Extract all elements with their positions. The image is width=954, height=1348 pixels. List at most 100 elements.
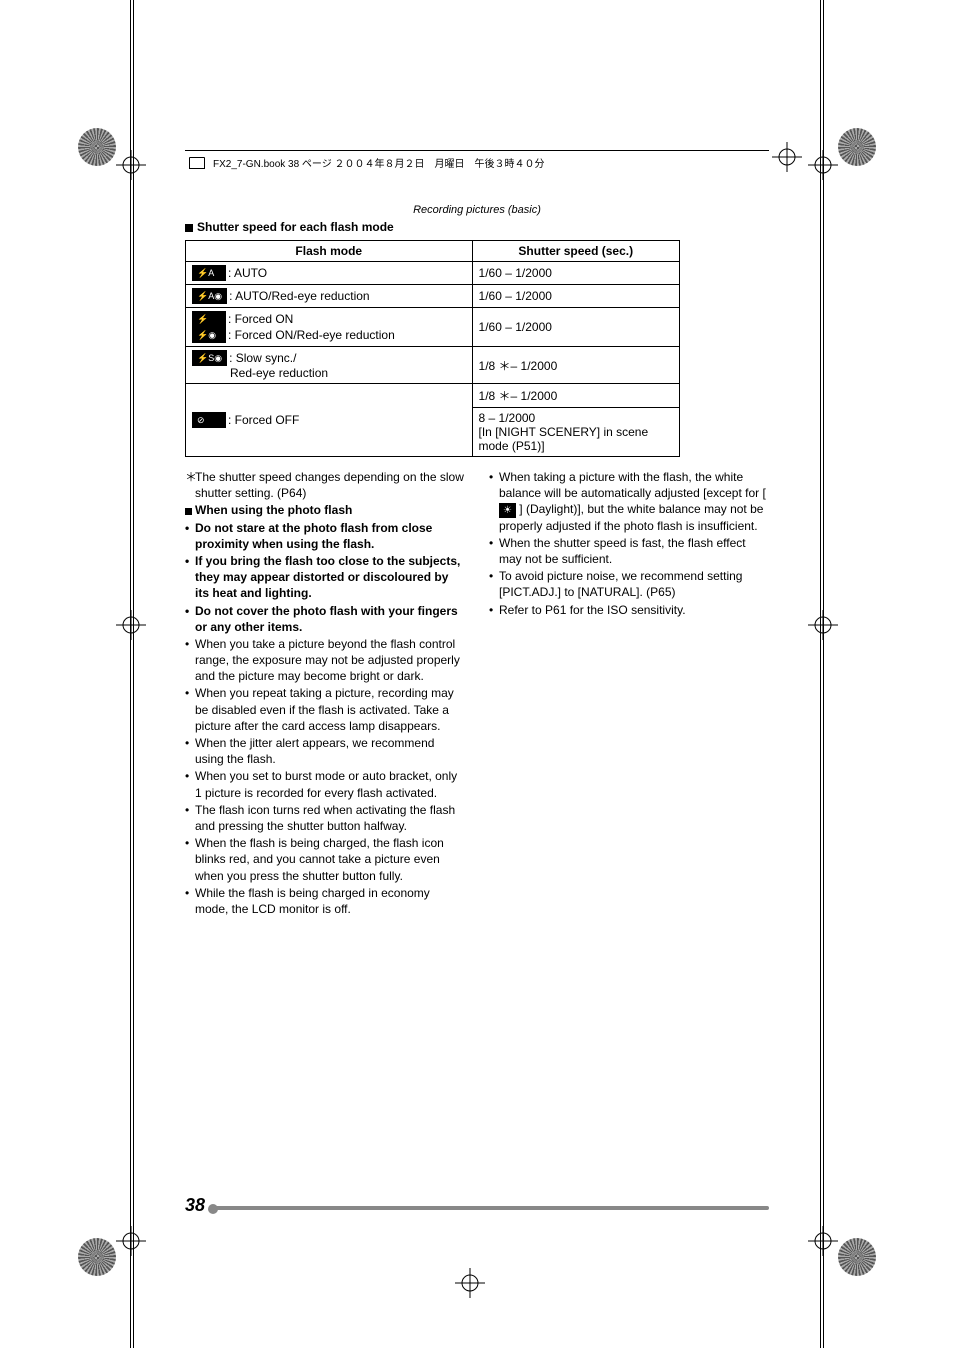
table-header-speed: Shutter speed (sec.) <box>472 241 679 262</box>
list-item: •When taking a picture with the flash, t… <box>489 469 769 534</box>
list-item: •If you bring the flash too close to the… <box>185 553 465 602</box>
mode-label: : Forced OFF <box>228 413 299 427</box>
table-row: ⚡: Forced ON ⚡◉: Forced ON/Red-eye reduc… <box>186 308 680 347</box>
table-header-mode: Flash mode <box>186 241 473 262</box>
list-item: •To avoid picture noise, we recommend se… <box>489 568 769 600</box>
note-text: If you bring the flash too close to the … <box>195 553 465 602</box>
bullet-icon: • <box>185 802 195 834</box>
running-head: Recording pictures (basic) <box>185 204 769 216</box>
note-text: While the flash is being charged in econ… <box>195 885 465 917</box>
speed-sub-2-note: [In [NIGHT SCENERY] in scene mode (P51)] <box>479 425 673 453</box>
speed-multi-cell: 1/8 ＊– 1/2000 8 – 1/2000 [In [NIGHT SCEN… <box>472 384 679 457</box>
bullet-icon: • <box>185 553 195 602</box>
table-row: ⚡A◉: AUTO/Red-eye reduction 1/60 – 1/200… <box>186 285 680 308</box>
speed-cell: 1/60 – 1/2000 <box>472 308 679 347</box>
flash-auto-redeye-icon: ⚡A◉ <box>192 288 227 304</box>
square-bullet-icon <box>185 224 193 232</box>
corner-ornament-bl <box>78 1238 116 1276</box>
daylight-icon: ☀ <box>499 503 516 518</box>
speed-sub-2-value: 8 – 1/2000 <box>479 411 673 425</box>
register-mark-icon <box>116 150 146 180</box>
register-mark-icon <box>116 610 146 640</box>
bullet-icon: • <box>185 768 195 800</box>
speed-cell: 1/60 – 1/2000 <box>472 262 679 285</box>
square-bullet-icon <box>185 508 192 515</box>
register-mark-icon <box>772 142 802 172</box>
speed-sub-1: 1/8 ＊– 1/2000 <box>473 384 679 408</box>
note-text: When the shutter speed is fast, the flas… <box>499 535 769 567</box>
right-note-list: •When taking a picture with the flash, t… <box>489 469 769 618</box>
mode-label: : Slow sync./ <box>229 351 296 365</box>
book-icon <box>189 157 205 169</box>
register-mark-icon <box>808 1226 838 1256</box>
list-item: •Do not stare at the photo flash from cl… <box>185 520 465 552</box>
bullet-icon: • <box>185 603 195 635</box>
flash-mode-table: Flash mode Shutter speed (sec.) ⚡A: AUTO… <box>185 240 680 457</box>
flash-forced-icon: ⚡ <box>192 311 226 327</box>
list-item: •When you take a picture beyond the flas… <box>185 636 465 685</box>
bullet-icon: • <box>489 568 499 600</box>
left-column: ＊ The shutter speed changes depending on… <box>185 469 465 918</box>
corner-ornament-br <box>838 1238 876 1276</box>
note-text: When the flash is being charged, the fla… <box>195 835 465 884</box>
bullet-icon: • <box>185 885 195 917</box>
subheading: When using the photo flash <box>185 502 465 518</box>
corner-ornament-tl <box>78 128 116 166</box>
note-text: Do not cover the photo flash with your f… <box>195 603 465 635</box>
note-text: When you set to burst mode or auto brack… <box>195 768 465 800</box>
star-note-text: The shutter speed changes depending on t… <box>195 469 465 501</box>
table-row: ⊘: Forced OFF 1/8 ＊– 1/2000 8 – 1/2000 [… <box>186 384 680 457</box>
table-row: ⚡S◉: Slow sync./ Red-eye reduction 1/8 ＊… <box>186 347 680 384</box>
bullet-icon: • <box>489 469 499 534</box>
register-mark-icon <box>116 1226 146 1256</box>
speed-cell: 1/60 – 1/2000 <box>472 285 679 308</box>
page-number: 38 <box>185 1195 205 1216</box>
list-item: •When the shutter speed is fast, the fla… <box>489 535 769 567</box>
two-column-body: ＊ The shutter speed changes depending on… <box>185 469 769 918</box>
bullet-icon: • <box>489 535 499 567</box>
section-heading: Shutter speed for each flash mode <box>185 220 769 234</box>
mode-label: : AUTO <box>228 266 267 280</box>
table-row: ⚡A: AUTO 1/60 – 1/2000 <box>186 262 680 285</box>
note-text: To avoid picture noise, we recommend set… <box>499 568 769 600</box>
flash-off-icon: ⊘ <box>192 412 226 428</box>
bold-warning-list: •Do not stare at the photo flash from cl… <box>185 520 465 635</box>
flash-auto-icon: ⚡A <box>192 265 226 281</box>
left-note-list: •When you take a picture beyond the flas… <box>185 636 465 917</box>
mode-label: : Forced ON/Red-eye reduction <box>228 328 395 342</box>
flash-forced-redeye-icon: ⚡◉ <box>192 327 226 343</box>
bullet-icon: • <box>185 520 195 552</box>
corner-ornament-tr <box>838 128 876 166</box>
list-item: •Refer to P61 for the ISO sensitivity. <box>489 602 769 618</box>
bullet-icon: • <box>489 602 499 618</box>
list-item: •When you repeat taking a picture, recor… <box>185 685 465 734</box>
bullet-icon: • <box>185 685 195 734</box>
list-item: •The flash icon turns red when activatin… <box>185 802 465 834</box>
book-header: FX2_7-GN.book 38 ページ ２００４年８月２日 月曜日 午後３時４… <box>185 153 769 172</box>
note-text: Refer to P61 for the ISO sensitivity. <box>499 602 769 618</box>
list-item: •When the flash is being charged, the fl… <box>185 835 465 884</box>
speed-cell: 1/8 ＊– 1/2000 <box>472 347 679 384</box>
note-text: When the jitter alert appears, we recomm… <box>195 735 465 767</box>
note-text: When taking a picture with the flash, th… <box>499 469 769 534</box>
star-note: ＊ The shutter speed changes depending on… <box>185 469 465 501</box>
page-container: FX2_7-GN.book 38 ページ ２００４年８月２日 月曜日 午後３時４… <box>0 0 954 1348</box>
list-item: •While the flash is being charged in eco… <box>185 885 465 917</box>
mode-label: : AUTO/Red-eye reduction <box>229 289 370 303</box>
note-text: When you repeat taking a picture, record… <box>195 685 465 734</box>
list-item: •When you set to burst mode or auto brac… <box>185 768 465 800</box>
speed-sub-2: 8 – 1/2000 [In [NIGHT SCENERY] in scene … <box>473 408 679 456</box>
list-item: •When the jitter alert appears, we recom… <box>185 735 465 767</box>
crop-guide-right <box>820 0 824 1348</box>
header-filename: FX2_7-GN.book 38 ページ ２００４年８月２日 月曜日 午後３時４… <box>213 155 545 170</box>
note-text: Do not stare at the photo flash from clo… <box>195 520 465 552</box>
register-mark-icon <box>808 610 838 640</box>
header-rule <box>185 150 769 151</box>
note-text: When you take a picture beyond the flash… <box>195 636 465 685</box>
bullet-icon: • <box>185 735 195 767</box>
table-header-row: Flash mode Shutter speed (sec.) <box>186 241 680 262</box>
content-area: FX2_7-GN.book 38 ページ ２００４年８月２日 月曜日 午後３時４… <box>185 150 769 918</box>
star-icon: ＊ <box>185 469 195 501</box>
mode-label-line2: Red-eye reduction <box>192 366 466 380</box>
mode-label: : Forced ON <box>228 312 293 326</box>
